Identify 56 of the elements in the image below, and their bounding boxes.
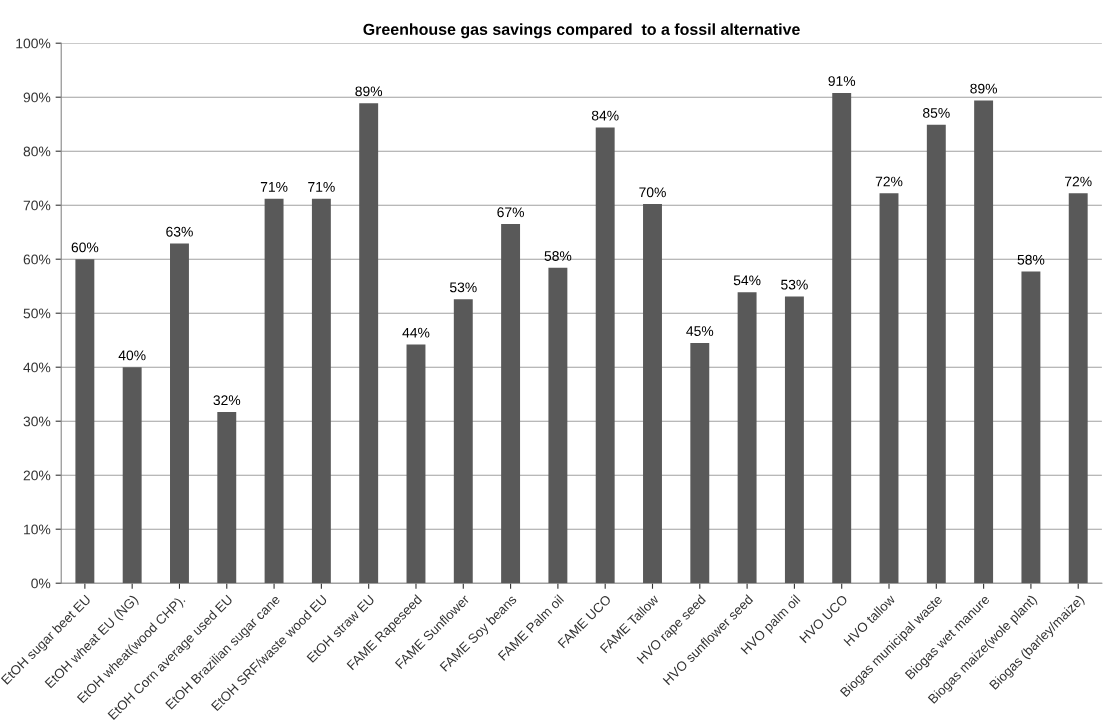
data-label: 45% xyxy=(686,326,714,336)
data-label: 72% xyxy=(1065,176,1092,187)
data-label: 58% xyxy=(544,251,572,261)
bar xyxy=(311,198,331,584)
bar xyxy=(548,267,568,584)
bar xyxy=(879,193,899,584)
y-tick-label: 70% xyxy=(23,200,51,211)
data-label: 89% xyxy=(970,83,998,94)
bar xyxy=(1021,271,1041,584)
bar xyxy=(832,92,852,584)
bar xyxy=(453,299,473,584)
bar xyxy=(264,198,284,584)
data-label: 70% xyxy=(639,187,666,198)
data-label: 54% xyxy=(733,275,761,286)
y-tick-label: 100% xyxy=(16,38,51,49)
y-tick-label: 40% xyxy=(23,362,51,373)
bar xyxy=(217,412,237,584)
bar xyxy=(784,296,804,584)
bar xyxy=(359,103,379,584)
bar xyxy=(122,367,142,584)
data-label: 71% xyxy=(308,182,335,192)
bar xyxy=(501,224,521,584)
bar xyxy=(406,344,426,584)
data-label: 32% xyxy=(213,395,241,406)
data-label: 91% xyxy=(828,76,856,86)
data-label: 63% xyxy=(166,226,193,237)
y-tick-label: 30% xyxy=(23,416,51,427)
bar xyxy=(643,204,662,584)
data-label: 85% xyxy=(923,107,950,118)
y-tick-label: 50% xyxy=(23,308,51,319)
data-label: 67% xyxy=(497,207,524,218)
data-label: 60% xyxy=(71,242,99,253)
data-label: 44% xyxy=(402,327,430,338)
data-label: 53% xyxy=(449,282,477,293)
chart-title: Greenhouse gas savings compared to a fossil alternative xyxy=(363,23,800,39)
data-label: 53% xyxy=(781,279,808,290)
y-tick-label: 80% xyxy=(23,146,51,157)
y-tick-label: 10% xyxy=(24,524,51,535)
y-tick-label: 20% xyxy=(23,470,51,481)
bar xyxy=(974,100,994,584)
bar xyxy=(170,243,189,584)
data-label: 89% xyxy=(355,86,383,97)
data-label: 58% xyxy=(1017,254,1045,265)
data-label: 71% xyxy=(260,182,288,192)
y-tick-label: 90% xyxy=(23,92,51,103)
bar xyxy=(690,342,710,584)
bar xyxy=(737,292,757,584)
bar xyxy=(1068,193,1088,584)
data-label: 84% xyxy=(591,110,619,121)
bar xyxy=(926,124,946,584)
data-label: 72% xyxy=(875,176,903,187)
y-tick-label: 60% xyxy=(23,254,51,265)
bar xyxy=(595,127,615,584)
bar xyxy=(75,259,95,584)
data-label: 40% xyxy=(118,350,146,361)
y-tick-label: 0% xyxy=(31,578,51,589)
